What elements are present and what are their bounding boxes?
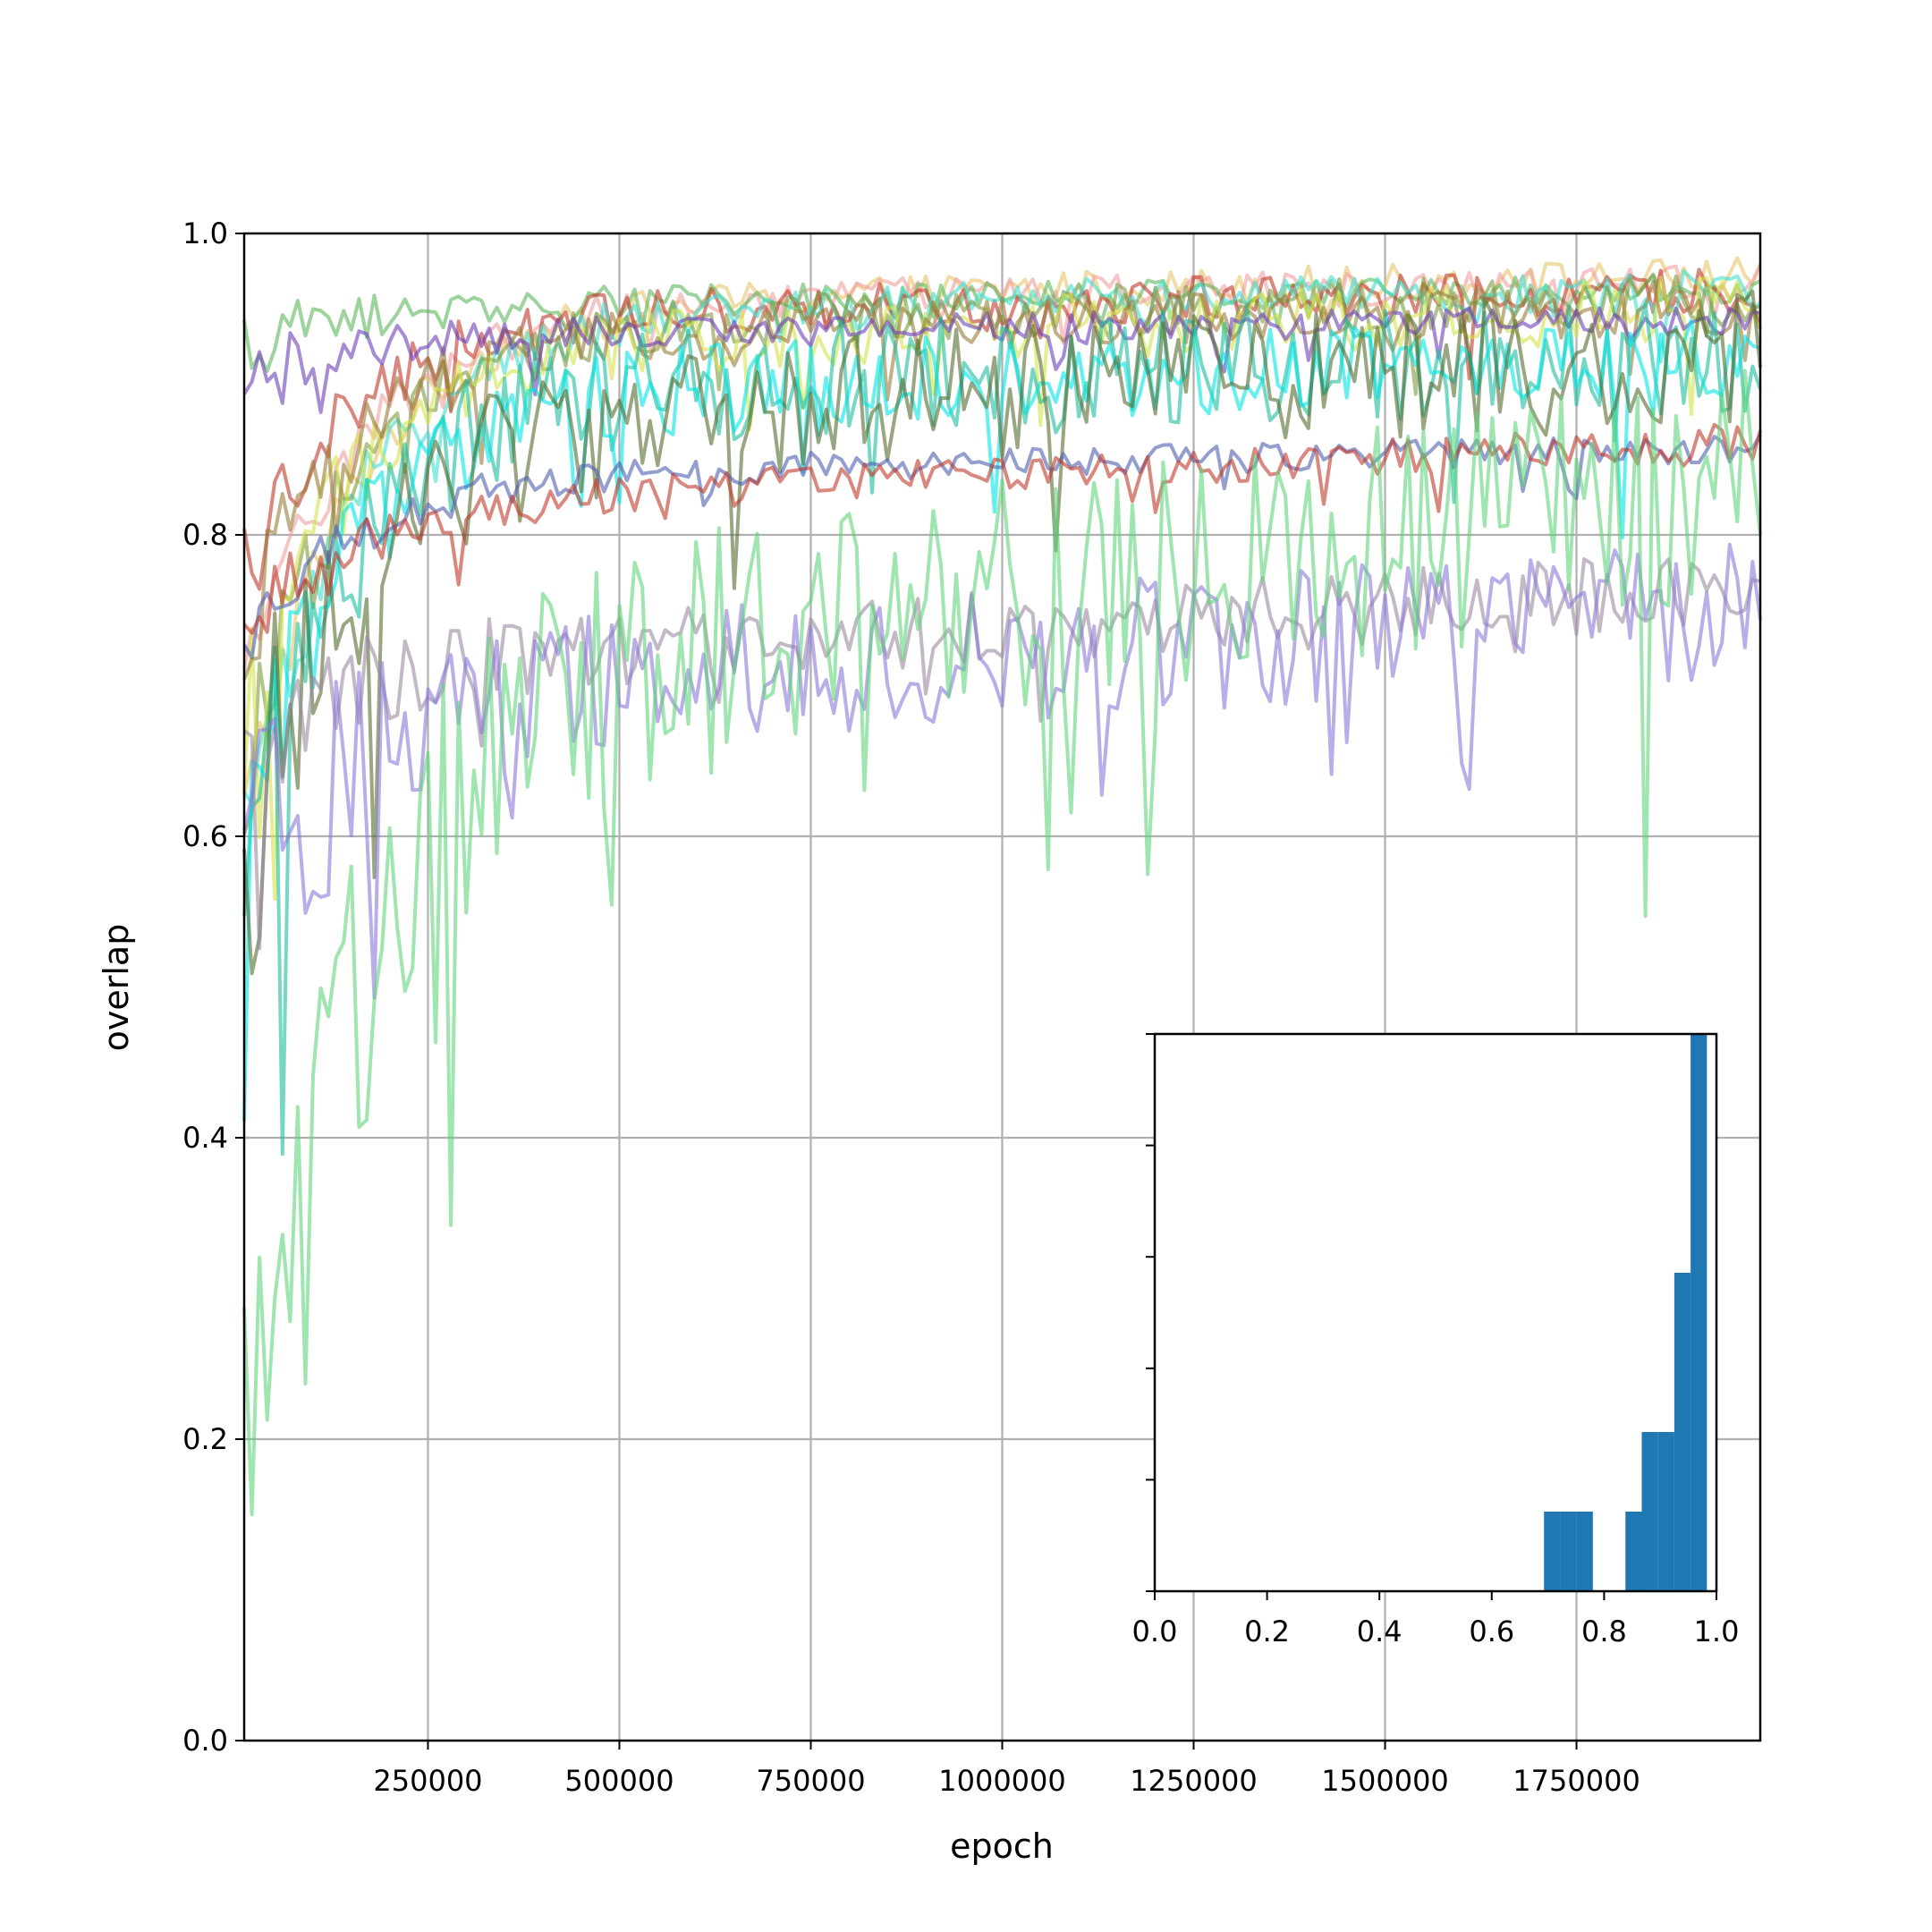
histogram-bar (1576, 1512, 1593, 1591)
main-chart: 250000 500000 750000 1000000 1250000 1500000 1… (97, 216, 1762, 1866)
series-line-15 (242, 542, 1762, 1000)
x-tick-label: 250000 (373, 1764, 482, 1798)
main-series-group (242, 256, 1762, 1517)
y-tick-label: 0.4 (182, 1121, 228, 1155)
x-axis-label: epoch (950, 1826, 1054, 1866)
inset-x-tick-label: 0.6 (1469, 1614, 1514, 1648)
x-tick-label: 1250000 (1130, 1764, 1258, 1798)
y-tick-label: 0.6 (182, 819, 228, 853)
series-line-13 (242, 422, 1762, 635)
histogram-bar (1674, 1273, 1691, 1591)
histogram-bar (1641, 1432, 1658, 1591)
x-tick-label: 1750000 (1513, 1764, 1640, 1798)
series-line-14 (242, 557, 1761, 951)
main-y-axis: 0.0 0.2 0.4 0.6 0.8 1.0 (182, 216, 244, 1758)
histogram-bar (1625, 1512, 1642, 1591)
main-grid (244, 233, 1760, 1741)
y-tick-label: 0.0 (182, 1724, 228, 1758)
series-line-11 (242, 289, 1762, 976)
inset-x-tick-label: 0.2 (1244, 1614, 1290, 1648)
x-tick-label: 750000 (756, 1764, 865, 1798)
series-line-16 (242, 369, 1762, 1517)
inset-plot-frame (1153, 1032, 1718, 1593)
series-line-10 (242, 318, 1761, 1122)
y-tick-label: 1.0 (182, 216, 228, 250)
y-tick-label: 0.2 (182, 1422, 228, 1456)
histogram-bar (1657, 1432, 1674, 1591)
series-line-7 (242, 280, 1762, 681)
inset-x-tick-label: 0.8 (1581, 1614, 1627, 1648)
x-tick-label: 1000000 (938, 1764, 1066, 1798)
inset-x-tick-label: 0.4 (1357, 1614, 1402, 1648)
inset-x-axis: 0.0 0.2 0.4 0.6 0.8 1.0 (1132, 1591, 1740, 1648)
y-axis-label: overlap (97, 924, 136, 1052)
inset-x-tick-label: 0.0 (1132, 1614, 1178, 1648)
x-tick-label: 1500000 (1321, 1764, 1449, 1798)
inset-y-axis (1146, 1033, 1155, 1592)
y-tick-label: 0.8 (182, 518, 228, 552)
histogram-bar (1560, 1512, 1577, 1591)
x-tick-label: 500000 (564, 1764, 674, 1798)
inset-background (1155, 1034, 1716, 1591)
series-line-12 (242, 433, 1762, 659)
inset-x-tick-label: 1.0 (1694, 1614, 1740, 1648)
main-x-axis: 250000 500000 750000 1000000 1250000 1500000 1… (373, 1741, 1640, 1798)
histogram-bar (1690, 1034, 1707, 1591)
inset-bars-group (1544, 1034, 1707, 1591)
histogram-bar (1544, 1512, 1561, 1591)
inset-histogram: 0.0 0.2 0.4 0.6 0.8 1.0 (1132, 1032, 1740, 1648)
